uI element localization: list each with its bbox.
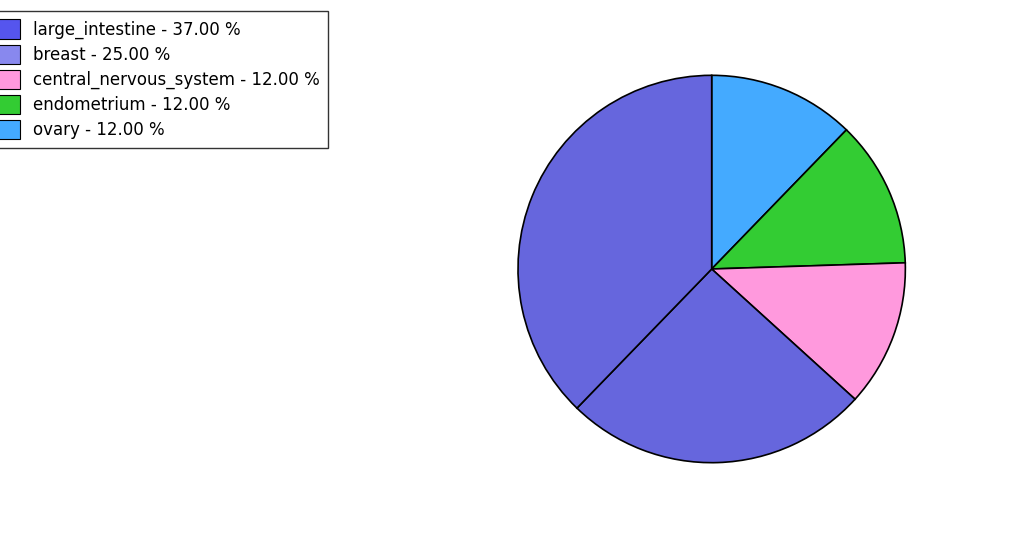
Wedge shape (712, 75, 847, 269)
Wedge shape (712, 263, 905, 399)
Wedge shape (518, 75, 712, 408)
Wedge shape (577, 269, 855, 463)
Legend: large_intestine - 37.00 %, breast - 25.00 %, central_nervous_system - 12.00 %, e: large_intestine - 37.00 %, breast - 25.0… (0, 11, 328, 147)
Wedge shape (712, 130, 905, 269)
